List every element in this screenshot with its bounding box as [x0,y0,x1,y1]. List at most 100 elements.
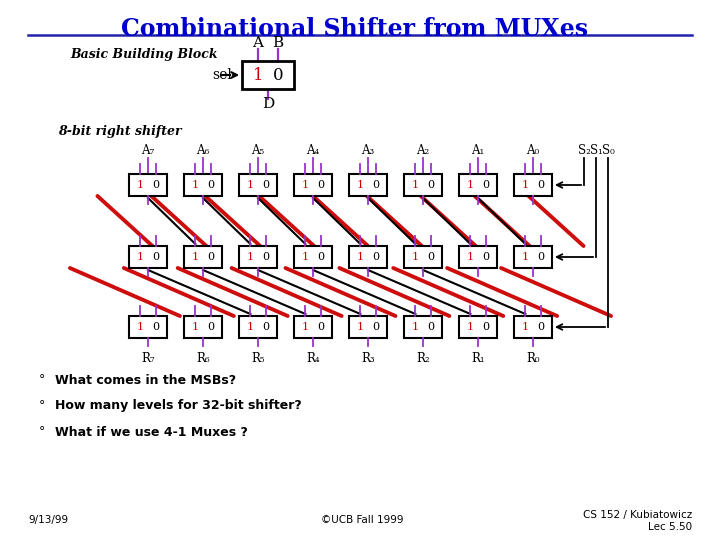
Text: Combinational Shifter from MUXes: Combinational Shifter from MUXes [122,17,588,41]
Text: 0: 0 [537,322,544,332]
Text: 0: 0 [207,180,215,190]
Text: 0: 0 [482,180,490,190]
Text: R₂: R₂ [416,352,430,365]
Text: 0: 0 [372,322,379,332]
Text: °: ° [39,400,45,413]
Text: °: ° [39,426,45,438]
Text: 1: 1 [521,180,528,190]
Text: sel: sel [212,68,232,82]
Text: 0: 0 [262,322,269,332]
Bar [239,174,277,196]
Text: A: A [253,36,264,50]
Text: Basic Building Block: Basic Building Block [70,48,217,61]
Bar [349,174,387,196]
Text: A₅: A₅ [251,144,264,157]
Bar [294,246,332,268]
Text: 0: 0 [537,180,544,190]
Bar [404,174,442,196]
Bar [294,316,332,338]
Text: 0: 0 [537,252,544,262]
Text: 1: 1 [246,322,253,332]
Text: A₁: A₁ [472,144,485,157]
Text: R₀: R₀ [526,352,540,365]
Text: What comes in the MSBs?: What comes in the MSBs? [55,374,236,387]
Text: A₃: A₃ [361,144,374,157]
Text: B: B [272,36,284,50]
Bar [239,246,277,268]
Text: CS 152 / Kubiatowicz: CS 152 / Kubiatowicz [582,510,692,520]
Text: 0: 0 [262,180,269,190]
Text: 1: 1 [246,252,253,262]
Text: S₁: S₁ [590,144,603,157]
Text: 0: 0 [273,66,283,84]
Text: R₆: R₆ [196,352,210,365]
Text: 1: 1 [302,322,309,332]
Text: 1: 1 [253,66,264,84]
Text: 0: 0 [482,322,490,332]
Text: 1: 1 [411,322,418,332]
Text: 1: 1 [467,322,474,332]
Text: °: ° [39,374,45,387]
Bar [404,316,442,338]
Text: 1: 1 [192,180,199,190]
Bar [459,174,497,196]
Text: A₀: A₀ [526,144,539,157]
Bar [129,174,167,196]
Text: 1: 1 [356,322,364,332]
Text: 8-bit right shifter: 8-bit right shifter [58,125,181,138]
Text: 0: 0 [428,252,435,262]
Text: How many levels for 32-bit shifter?: How many levels for 32-bit shifter? [55,400,302,413]
Bar [349,246,387,268]
Text: 0: 0 [428,322,435,332]
Bar [294,174,332,196]
Text: 1: 1 [192,252,199,262]
Text: 1: 1 [246,180,253,190]
Text: 1: 1 [192,322,199,332]
Text: R₇: R₇ [141,352,155,365]
Text: 1: 1 [302,252,309,262]
Text: 0: 0 [318,322,325,332]
Text: 0: 0 [153,180,160,190]
Text: What if we use 4-1 Muxes ?: What if we use 4-1 Muxes ? [55,426,248,438]
Text: 1: 1 [521,252,528,262]
Text: 1: 1 [411,180,418,190]
Text: 1: 1 [356,252,364,262]
Text: 0: 0 [207,322,215,332]
Bar [239,316,277,338]
Text: 9/13/99: 9/13/99 [28,515,68,525]
Text: 0: 0 [153,322,160,332]
Text: R₁: R₁ [471,352,485,365]
Bar [514,246,552,268]
Bar [514,316,552,338]
Text: 1: 1 [356,180,364,190]
Text: A₄: A₄ [307,144,320,157]
Bar [129,316,167,338]
Text: 1: 1 [521,322,528,332]
Text: 1: 1 [136,180,143,190]
Text: 0: 0 [153,252,160,262]
Text: 0: 0 [428,180,435,190]
Text: A₇: A₇ [141,144,155,157]
Text: 1: 1 [411,252,418,262]
Bar [129,246,167,268]
Bar [184,316,222,338]
Bar [349,316,387,338]
Text: 1: 1 [467,252,474,262]
Text: A₂: A₂ [416,144,430,157]
Text: D: D [262,97,274,111]
Text: 1: 1 [136,252,143,262]
Bar [404,246,442,268]
Text: 1: 1 [302,180,309,190]
Bar [184,174,222,196]
Bar [242,61,294,89]
Bar [459,246,497,268]
Text: R₃: R₃ [361,352,375,365]
Text: 0: 0 [318,180,325,190]
Text: 0: 0 [207,252,215,262]
Text: R₅: R₅ [251,352,265,365]
Text: 1: 1 [136,322,143,332]
Text: 0: 0 [372,252,379,262]
Bar [459,316,497,338]
Text: Lec 5.50: Lec 5.50 [648,522,692,532]
Text: 0: 0 [262,252,269,262]
